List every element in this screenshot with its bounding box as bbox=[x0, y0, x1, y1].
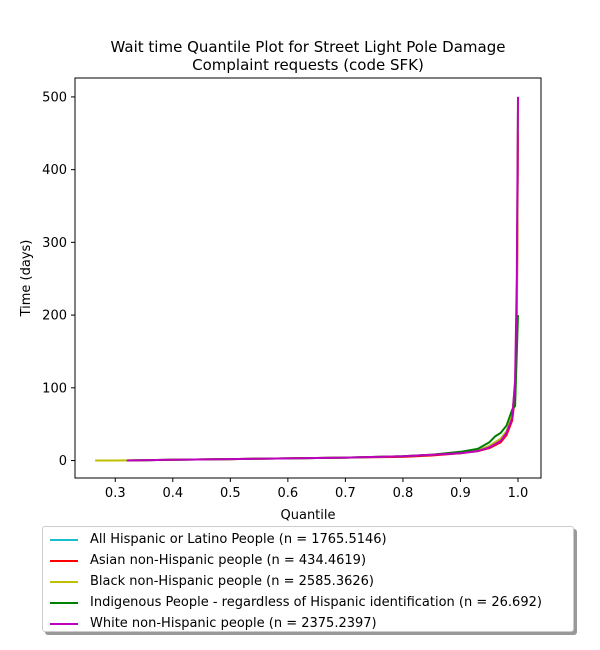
y-tick-label: 500 bbox=[42, 90, 67, 105]
series-line-2 bbox=[126, 133, 519, 462]
series-line-5 bbox=[126, 96, 519, 462]
chart-title-line: Complaint requests (code SFK) bbox=[192, 56, 424, 74]
x-tick-label: 0.3 bbox=[105, 486, 126, 501]
y-tick-label: 200 bbox=[42, 309, 67, 324]
legend-swatch bbox=[50, 538, 78, 541]
y-axis: 0 100 200 300 400 500 bbox=[42, 90, 75, 469]
x-axis: 0.3 0.4 0.5 0.6 0.7 0.8 0.9 1.0 bbox=[105, 478, 528, 501]
legend-swatch bbox=[50, 559, 78, 562]
x-tick-label: 1.0 bbox=[508, 486, 529, 501]
y-tick-label: 0 bbox=[59, 454, 67, 469]
chart-title-line: Wait time Quantile Plot for Street Light… bbox=[111, 38, 506, 56]
y-tick-label: 300 bbox=[42, 236, 67, 251]
series-line-4 bbox=[126, 315, 519, 462]
legend-swatch bbox=[50, 580, 78, 583]
x-tick-label: 0.4 bbox=[162, 486, 183, 501]
legend-label: Black non-Hispanic people (n = 2585.3626… bbox=[90, 574, 374, 589]
series-line-1 bbox=[126, 111, 519, 462]
legend-item: Asian non-Hispanic people (n = 434.4619) bbox=[43, 550, 366, 571]
legend-label: All Hispanic or Latino People (n = 1765.… bbox=[90, 532, 387, 547]
chart-title: Wait time Quantile Plot for Street Light… bbox=[111, 38, 506, 74]
x-tick-label: 0.5 bbox=[220, 486, 241, 501]
legend-swatch bbox=[50, 601, 78, 604]
series-lines bbox=[95, 96, 519, 462]
legend-swatch bbox=[50, 622, 78, 625]
legend-item: White non-Hispanic people (n = 2375.2397… bbox=[43, 613, 377, 634]
legend-label: Asian non-Hispanic people (n = 434.4619) bbox=[90, 553, 367, 568]
legend-item: All Hispanic or Latino People (n = 1765.… bbox=[43, 529, 387, 550]
y-axis-label: Time (days) bbox=[19, 240, 34, 318]
x-tick-label: 0.8 bbox=[393, 486, 414, 501]
plot-area bbox=[74, 77, 542, 479]
y-tick-label: 100 bbox=[42, 381, 67, 396]
legend-item: Indigenous People - regardless of Hispan… bbox=[43, 592, 542, 613]
series-line-3 bbox=[95, 104, 519, 462]
x-tick-label: 0.6 bbox=[278, 486, 299, 501]
legend: All Hispanic or Latino People (n = 1765.… bbox=[42, 526, 574, 632]
y-tick-label: 400 bbox=[42, 163, 67, 178]
x-tick-label: 0.9 bbox=[450, 486, 471, 501]
legend-label: Indigenous People - regardless of Hispan… bbox=[90, 595, 542, 610]
x-axis-label: Quantile bbox=[281, 508, 336, 523]
x-tick-label: 0.7 bbox=[335, 486, 356, 501]
legend-item: Black non-Hispanic people (n = 2585.3626… bbox=[43, 571, 374, 592]
legend-label: White non-Hispanic people (n = 2375.2397… bbox=[90, 616, 377, 631]
